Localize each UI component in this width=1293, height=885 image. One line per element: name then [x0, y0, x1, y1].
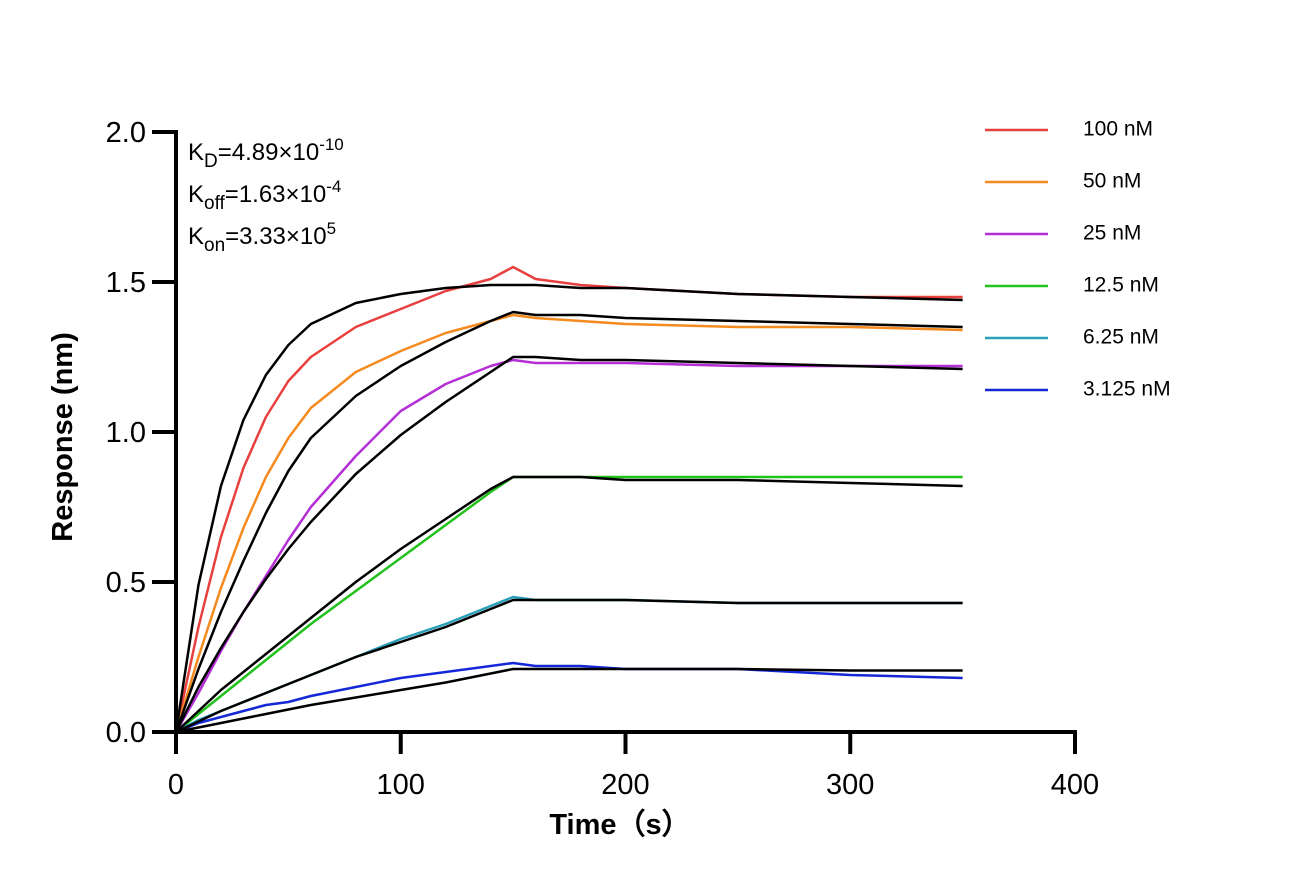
annotation-subscript: D [204, 151, 218, 172]
data-line [175, 661, 963, 734]
annotation-symbol: K [188, 223, 204, 250]
x-tick-label: 200 [601, 769, 649, 801]
fit-line [174, 310, 963, 733]
y-tick-label: 2.0 [106, 117, 146, 149]
y-tick-label: 1.5 [106, 267, 146, 299]
legend-label: 12.5 nM [1083, 274, 1159, 297]
y-tick-label: 0.5 [106, 567, 146, 599]
annotation-subscript: off [204, 193, 226, 214]
x-tick-label: 300 [826, 769, 874, 801]
legend-label: 50 nM [1083, 170, 1141, 193]
legend-label: 3.125 nM [1083, 378, 1171, 401]
x-tick-label: 100 [377, 769, 425, 801]
annotation: Kon=3.33×105 [188, 219, 336, 256]
fit-line [175, 667, 963, 734]
annotation-symbol: K [188, 181, 204, 208]
fit-line [174, 355, 963, 733]
fit-line [175, 598, 963, 734]
annotation-text: =4.89×10 [218, 139, 319, 166]
annotation-exponent: -10 [319, 135, 344, 154]
data-line [174, 358, 963, 733]
data-line [175, 595, 963, 734]
y-axis-label: Response (nm) [47, 332, 79, 541]
annotation: Koff=1.63×10-4 [188, 177, 341, 214]
data-line [174, 265, 963, 733]
annotation-text: =1.63×10 [225, 181, 326, 208]
fit-line [175, 475, 963, 733]
y-tick-label: 1.0 [106, 417, 146, 449]
annotation-symbol: K [188, 139, 204, 166]
legend-label: 25 nM [1083, 222, 1141, 245]
legend-label: 6.25 nM [1083, 326, 1159, 349]
fit-line [174, 283, 963, 733]
x-tick-label: 400 [1051, 769, 1099, 801]
x-tick-label: 0 [168, 769, 184, 801]
data-line [175, 475, 963, 733]
annotation-exponent: -4 [326, 177, 341, 196]
annotation: KD=4.89×10-10 [188, 135, 344, 172]
data-line [174, 313, 963, 733]
x-axis-label: Time（s） [549, 808, 690, 841]
annotation-exponent: 5 [327, 219, 336, 238]
annotation-subscript: on [204, 235, 225, 256]
annotation-text: =3.33×10 [225, 223, 326, 250]
legend-label: 100 nM [1083, 118, 1153, 141]
y-tick-label: 0.0 [106, 717, 146, 749]
